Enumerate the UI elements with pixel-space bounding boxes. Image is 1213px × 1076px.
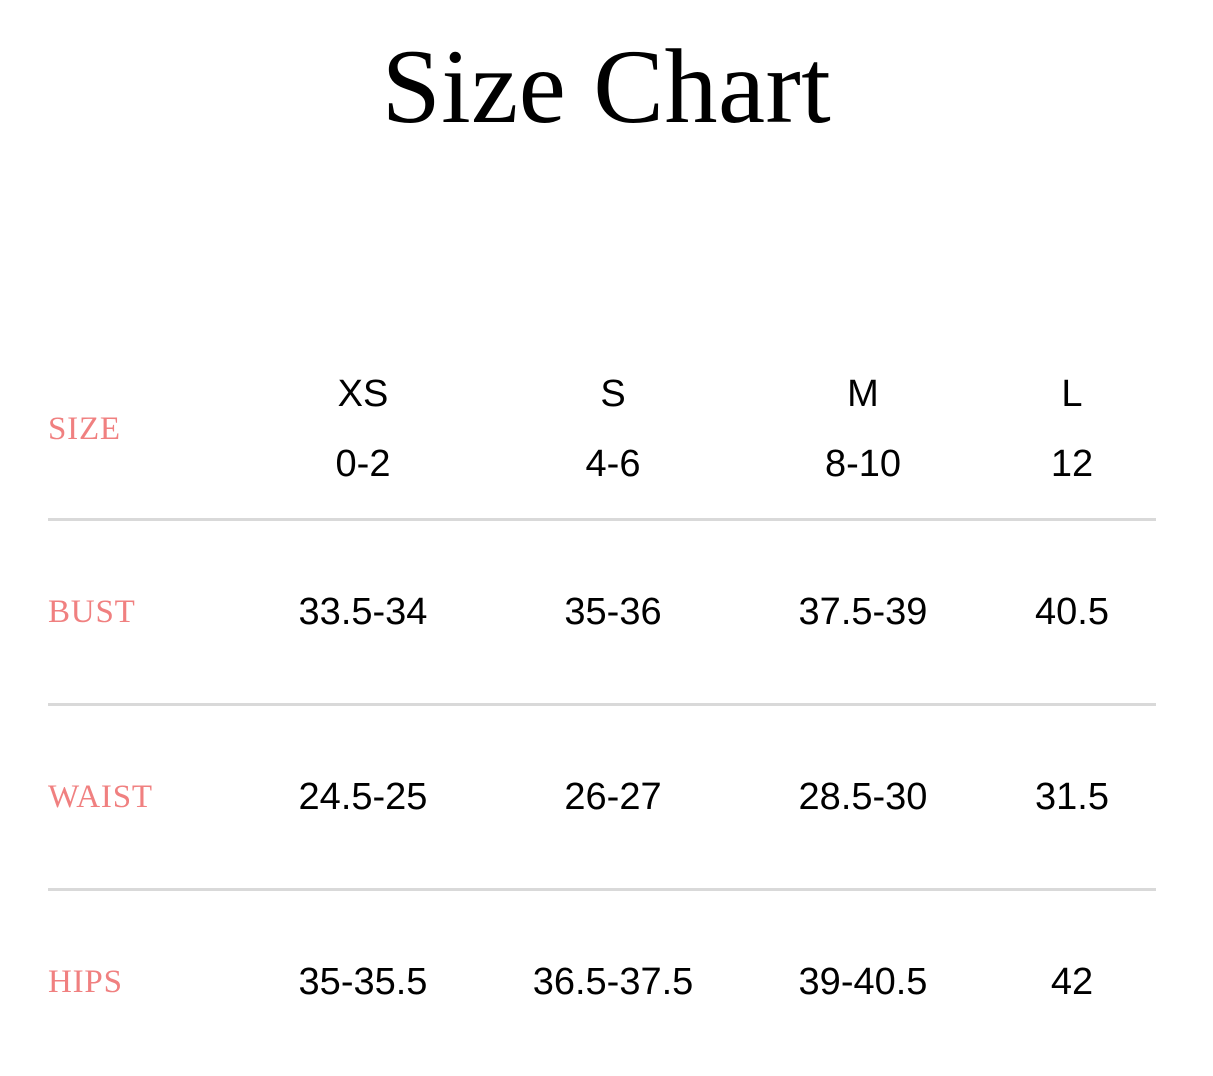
column-header-xs-name: XS (337, 373, 389, 415)
cell-hips-m: 39-40.5 (738, 888, 988, 1073)
cell-hips-s: 36.5-37.5 (488, 888, 738, 1073)
cell-hips-l: 42 (988, 888, 1156, 1073)
table-row: HIPS 35-35.5 36.5-37.5 39-40.5 42 (48, 888, 1156, 1073)
cell-hips-xs: 35-35.5 (238, 888, 488, 1073)
column-header-l-numbers: 12 (1050, 443, 1094, 485)
row-label-hips: HIPS (48, 888, 238, 1073)
column-header-xs: XS 0-2 (238, 340, 488, 520)
column-header-l-name: L (1061, 373, 1083, 415)
row-label-waist: WAIST (48, 703, 238, 890)
cell-waist-l: 31.5 (988, 703, 1156, 890)
cell-waist-s: 26-27 (488, 703, 738, 890)
column-header-s-name: S (600, 373, 626, 415)
column-header-s-numbers: 4-6 (585, 443, 641, 485)
column-header-s: S 4-6 (488, 340, 738, 520)
cell-waist-xs: 24.5-25 (238, 703, 488, 890)
column-header-size-label: SIZE (48, 410, 121, 447)
cell-bust-xs: 33.5-34 (238, 518, 488, 705)
column-header-xs-numbers: 0-2 (335, 443, 391, 485)
page-title: Size Chart (381, 28, 832, 145)
table-row: WAIST 24.5-25 26-27 28.5-30 31.5 (48, 703, 1156, 890)
cell-bust-m: 37.5-39 (738, 518, 988, 705)
table-row: BUST 33.5-34 35-36 37.5-39 40.5 (48, 518, 1156, 705)
column-header-m: M 8-10 (738, 340, 988, 520)
column-header-m-numbers: 8-10 (824, 443, 902, 485)
column-header-m-name: M (847, 373, 879, 415)
cell-bust-l: 40.5 (988, 518, 1156, 705)
size-chart-table: SIZE XS 0-2 S 4-6 M 8-10 L 12 (48, 340, 1156, 1073)
table-header-row: SIZE XS 0-2 S 4-6 M 8-10 L 12 (48, 340, 1156, 520)
column-header-l: L 12 (988, 340, 1156, 520)
cell-bust-s: 35-36 (488, 518, 738, 705)
cell-waist-m: 28.5-30 (738, 703, 988, 890)
row-label-bust: BUST (48, 518, 238, 705)
